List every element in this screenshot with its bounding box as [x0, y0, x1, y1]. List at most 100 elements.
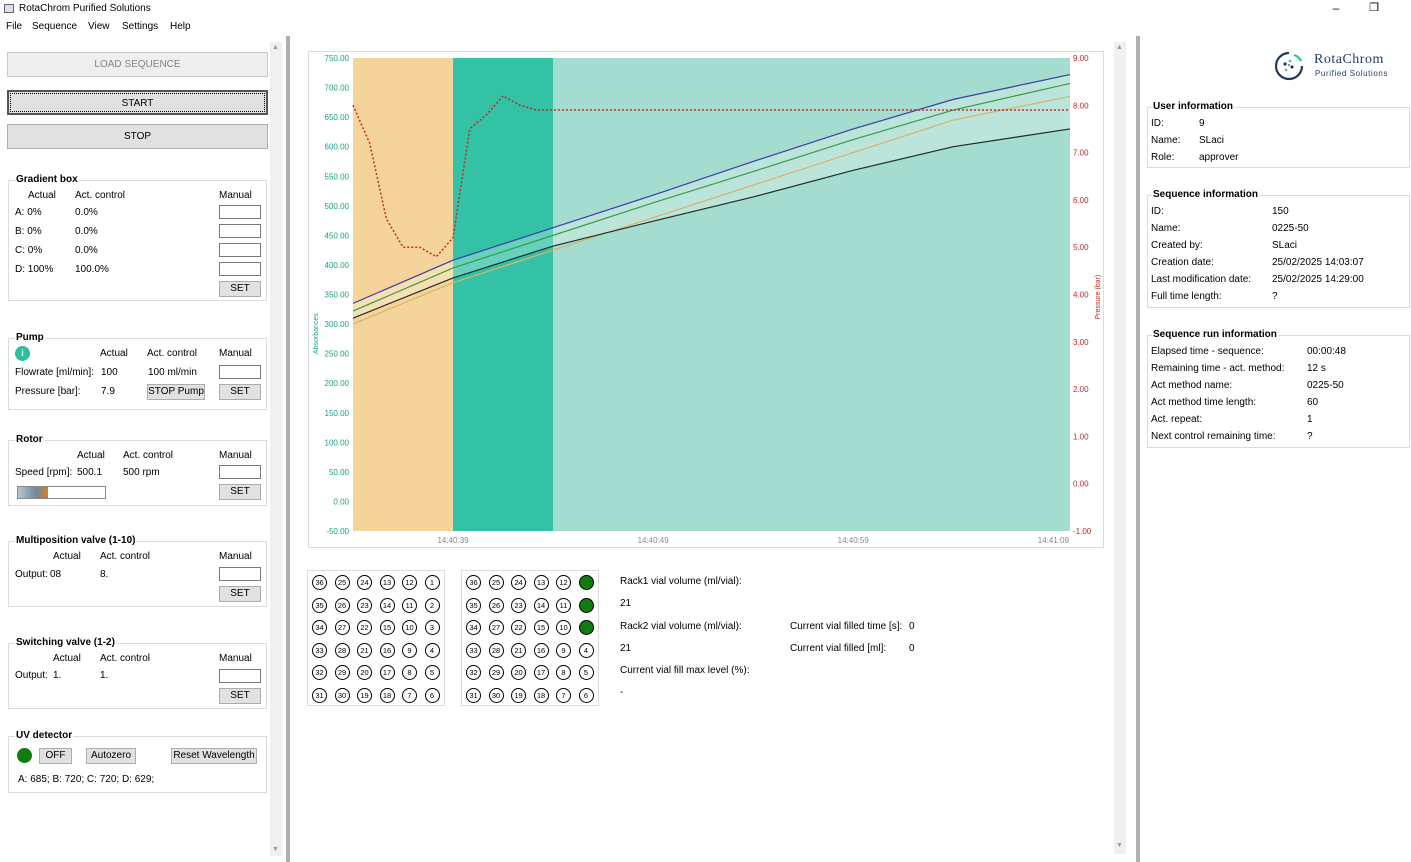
rack2-vial-4[interactable]: 4 [578, 642, 594, 658]
rack2-vial-17[interactable]: 17 [533, 665, 549, 680]
rack2-vial-3[interactable]: 3 [578, 620, 594, 635]
rack1-vial-22[interactable]: 22 [357, 620, 372, 635]
rack1-vial-34[interactable]: 34 [312, 620, 327, 635]
gradient-set-button[interactable]: SET [219, 281, 261, 297]
rack2-vial-20[interactable]: 20 [511, 665, 526, 680]
rack1-vial-12[interactable]: 12 [402, 575, 417, 590]
rack1-vial-35[interactable]: 35 [312, 597, 327, 613]
rack1-vial-24[interactable]: 24 [357, 575, 372, 590]
speed-input[interactable] [219, 465, 261, 479]
load-sequence-button[interactable]: LOAD SEQUENCE [7, 52, 268, 77]
rack1-vial-10[interactable]: 10 [402, 620, 417, 635]
rack1-vial-3[interactable]: 3 [424, 620, 440, 635]
rack1-vial-4[interactable]: 4 [424, 642, 440, 658]
uv-off-button[interactable]: OFF [39, 748, 72, 764]
rack1-vial-7[interactable]: 7 [402, 687, 417, 703]
pump-set-button[interactable]: SET [219, 384, 261, 400]
rack1-vial-19[interactable]: 19 [357, 687, 372, 703]
menu-sequence[interactable]: Sequence [32, 21, 78, 32]
rack2-vial-27[interactable]: 27 [488, 620, 504, 635]
rack2-vial-31[interactable]: 31 [466, 687, 481, 703]
rack1-vial-14[interactable]: 14 [379, 597, 395, 613]
rack1-vial-32[interactable]: 32 [312, 665, 327, 680]
left-scrollbar[interactable]: ▲ ▼ [270, 42, 282, 856]
rack1-vial-21[interactable]: 21 [357, 642, 372, 658]
rack1-vial-13[interactable]: 13 [379, 575, 395, 590]
rack1-vial-30[interactable]: 30 [334, 687, 350, 703]
rack2-vial-7[interactable]: 7 [556, 687, 571, 703]
scroll-down-icon[interactable]: ▼ [1116, 842, 1123, 849]
menu-settings[interactable]: Settings [122, 21, 159, 32]
mpvalve-set-button[interactable]: SET [219, 586, 261, 602]
scroll-up-icon[interactable]: ▲ [272, 44, 279, 51]
rack1-vial-8[interactable]: 8 [402, 665, 417, 680]
rack1-vial-26[interactable]: 26 [334, 597, 350, 613]
rack2-vial-29[interactable]: 29 [488, 665, 504, 680]
rack1-vial-11[interactable]: 11 [402, 597, 417, 613]
rack1-vial-16[interactable]: 16 [379, 642, 395, 658]
rack1-vial-18[interactable]: 18 [379, 687, 395, 703]
rack2-vial-19[interactable]: 19 [511, 687, 526, 703]
rack1-vial-25[interactable]: 25 [334, 575, 350, 590]
rack2-vial-30[interactable]: 30 [488, 687, 504, 703]
left-splitter[interactable] [286, 36, 290, 862]
swvalve-set-button[interactable]: SET [219, 688, 261, 704]
rack1-vial-6[interactable]: 6 [424, 687, 440, 703]
rack2-vial-25[interactable]: 25 [488, 575, 504, 590]
rack1-vial-2[interactable]: 2 [424, 597, 440, 613]
rack2-vial-9[interactable]: 9 [556, 642, 571, 658]
rack2-vial-14[interactable]: 14 [533, 597, 549, 613]
rack2-vial-36[interactable]: 36 [466, 575, 481, 590]
rack2-vial-24[interactable]: 24 [511, 575, 526, 590]
rack2-vial-16[interactable]: 16 [533, 642, 549, 658]
rack1-vial-20[interactable]: 20 [357, 665, 372, 680]
center-scrollbar[interactable]: ▲ ▼ [1114, 42, 1126, 854]
menu-help[interactable]: Help [170, 21, 191, 32]
rack1-vial-36[interactable]: 36 [312, 575, 327, 590]
rack2-vial-2[interactable]: 2 [578, 597, 594, 613]
rack2-vial-28[interactable]: 28 [488, 642, 504, 658]
rack2-vial-15[interactable]: 15 [533, 620, 549, 635]
stop-pump-button[interactable]: STOP Pump [147, 384, 205, 400]
rack1-vial-23[interactable]: 23 [357, 597, 372, 613]
rack2-vial-12[interactable]: 12 [556, 575, 571, 590]
rack1-vial-5[interactable]: 5 [424, 665, 440, 680]
minimize-button[interactable]: – [1332, 1, 1340, 15]
rack1-vial-27[interactable]: 27 [334, 620, 350, 635]
scroll-up-icon[interactable]: ▲ [1116, 44, 1123, 51]
rack2-vial-5[interactable]: 5 [578, 665, 594, 680]
rack1-vial-33[interactable]: 33 [312, 642, 327, 658]
rack2-vial-8[interactable]: 8 [556, 665, 571, 680]
rack2-vial-34[interactable]: 34 [466, 620, 481, 635]
gradient-a-input[interactable] [219, 205, 261, 219]
rack2-vial-6[interactable]: 6 [578, 687, 594, 703]
rack2-vial-23[interactable]: 23 [511, 597, 526, 613]
stop-button[interactable]: STOP [7, 124, 268, 149]
autozero-button[interactable]: Autozero [86, 748, 136, 764]
rack2-vial-1[interactable]: 1 [578, 575, 594, 590]
rack2-vial-10[interactable]: 10 [556, 620, 571, 635]
scroll-down-icon[interactable]: ▼ [272, 846, 279, 853]
rack2-vial-32[interactable]: 32 [466, 665, 481, 680]
rack1-vial-15[interactable]: 15 [379, 620, 395, 635]
rack1-vial-17[interactable]: 17 [379, 665, 395, 680]
right-splitter[interactable] [1136, 36, 1140, 862]
rack1-vial-9[interactable]: 9 [402, 642, 417, 658]
menu-file[interactable]: File [6, 21, 23, 32]
start-button[interactable]: START [7, 90, 268, 115]
mpvalve-input[interactable] [219, 567, 261, 581]
rotor-set-button[interactable]: SET [219, 484, 261, 500]
rack2-vial-35[interactable]: 35 [466, 597, 481, 613]
menu-view[interactable]: View [88, 21, 110, 32]
swvalve-input[interactable] [219, 669, 261, 683]
rack1-vial-29[interactable]: 29 [334, 665, 350, 680]
gradient-d-input[interactable] [219, 262, 261, 276]
rack2-vial-26[interactable]: 26 [488, 597, 504, 613]
reset-wavelength-button[interactable]: Reset Wavelength [171, 748, 257, 764]
rack2-vial-22[interactable]: 22 [511, 620, 526, 635]
rack1-vial-1[interactable]: 1 [424, 575, 440, 590]
rack2-vial-11[interactable]: 11 [556, 597, 571, 613]
rack2-vial-33[interactable]: 33 [466, 642, 481, 658]
rack2-vial-21[interactable]: 21 [511, 642, 526, 658]
rack2-vial-18[interactable]: 18 [533, 687, 549, 703]
